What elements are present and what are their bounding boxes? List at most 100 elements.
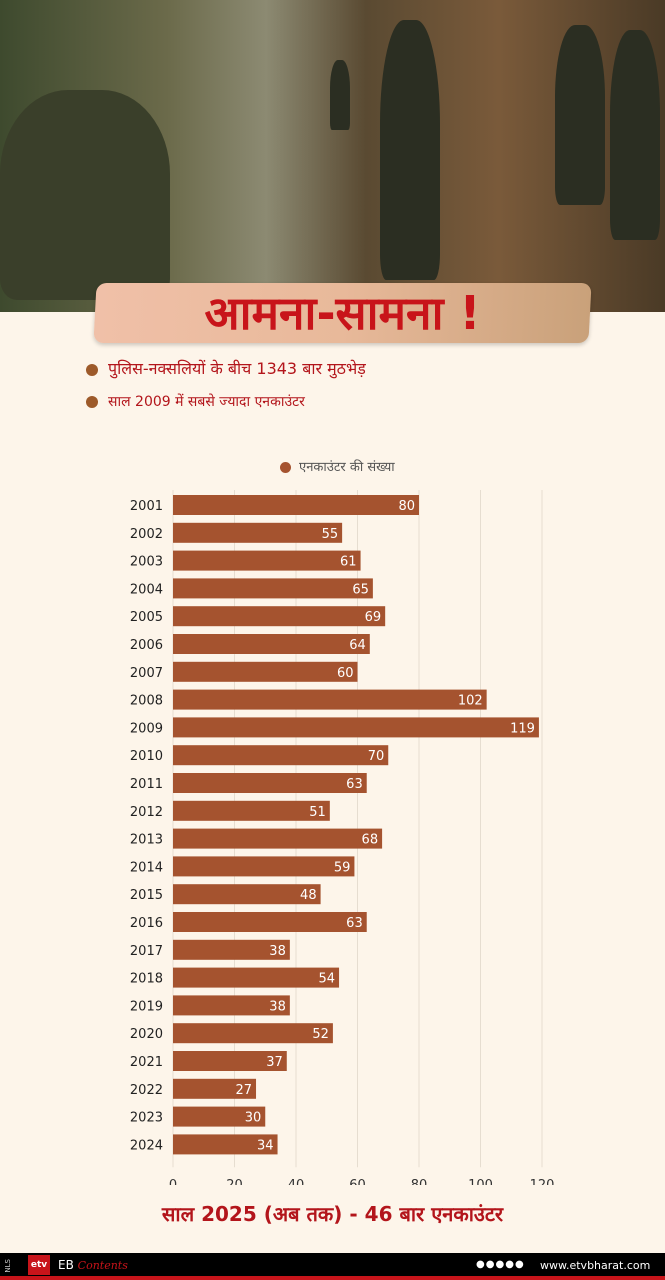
- bar: [173, 717, 539, 738]
- data-label: 102: [458, 694, 483, 709]
- bar: [173, 495, 419, 515]
- y-tick-label: 2017: [130, 944, 163, 959]
- data-label: 54: [319, 972, 336, 987]
- y-tick-label: 2018: [130, 972, 163, 987]
- bar: [173, 578, 373, 599]
- bar: [173, 967, 340, 988]
- data-label: 38: [269, 944, 286, 959]
- whatsapp-icon[interactable]: ●: [514, 1259, 525, 1270]
- y-tick-label: 2002: [130, 527, 163, 542]
- x-tick-label: 60: [349, 1178, 366, 1185]
- chart-legend: एनकाउंटर की संख्या: [280, 457, 395, 475]
- bar: [173, 550, 361, 571]
- data-label: 63: [346, 916, 363, 931]
- y-tick-label: 2009: [130, 721, 163, 736]
- header-photo: [0, 0, 665, 312]
- y-tick-label: 2011: [130, 777, 163, 792]
- bar: [173, 1051, 287, 1071]
- bar: [173, 634, 370, 654]
- y-tick-label: 2003: [130, 555, 163, 570]
- soldier-figure: [555, 25, 605, 205]
- data-label: 52: [312, 1027, 329, 1042]
- data-label: 55: [322, 527, 339, 542]
- data-label: 70: [368, 749, 385, 764]
- soldier-figure: [330, 60, 350, 130]
- x-tick-label: 100: [468, 1178, 493, 1185]
- data-label: 38: [269, 999, 286, 1014]
- footnote: साल 2025 (अब तक) - 46 बार एनकाउंटर: [161, 1202, 504, 1226]
- data-label: 51: [309, 805, 326, 820]
- bar: [173, 745, 389, 766]
- bar: [173, 689, 487, 710]
- legend-label: एनकाउंटर की संख्या: [299, 460, 395, 475]
- data-label: 34: [257, 1138, 274, 1153]
- bar: [173, 856, 355, 877]
- bullet-text: पुलिस-नक्सलियों के बीच 1343 बार मुठभेड़: [108, 359, 366, 378]
- instagram-icon[interactable]: ●: [495, 1259, 506, 1270]
- etv-logo[interactable]: etv: [28, 1255, 50, 1275]
- data-label: 60: [337, 666, 354, 681]
- bar: [173, 912, 367, 932]
- bullet-dot-icon: [86, 396, 98, 408]
- x-tick-label: 80: [411, 1178, 428, 1185]
- bullet-dot-icon: [86, 363, 98, 376]
- data-label: 64: [349, 638, 366, 653]
- y-tick-label: 2013: [130, 833, 163, 848]
- social-icons[interactable]: ●●●●●: [476, 1259, 525, 1270]
- x-icon[interactable]: ●: [485, 1259, 496, 1270]
- data-label: 69: [365, 610, 382, 625]
- y-tick-label: 2024: [130, 1138, 163, 1153]
- y-tick-label: 2012: [130, 805, 163, 820]
- legend-dot-icon: [280, 462, 291, 473]
- data-label: 30: [245, 1111, 262, 1126]
- soldier-figure: [380, 20, 440, 280]
- data-label: 27: [235, 1083, 252, 1098]
- x-tick-label: 120: [530, 1178, 555, 1185]
- data-label: 65: [352, 582, 369, 597]
- y-tick-label: 2016: [130, 916, 163, 931]
- y-tick-label: 2015: [130, 888, 163, 903]
- y-tick-label: 2006: [130, 638, 163, 653]
- bar-chart: 0 20 40 60 80 100 120 2001 80 2002 55 2003 61 2004 65 2…: [130, 490, 555, 1185]
- y-tick-label: 2021: [130, 1055, 163, 1070]
- y-tick-label: 2008: [130, 694, 163, 709]
- soldier-figure: [610, 30, 660, 240]
- x-tick-label: 40: [288, 1178, 305, 1185]
- data-label: 63: [346, 777, 363, 792]
- bar: [173, 661, 358, 682]
- brand-label: EB Contents: [58, 1258, 128, 1272]
- footer-bar: NLS etv EB Contents ●●●●● www.etvbharat.…: [0, 1253, 665, 1280]
- bar: [173, 1023, 333, 1044]
- facebook-icon[interactable]: ●: [476, 1259, 486, 1270]
- bar: [173, 800, 330, 821]
- y-tick-label: 2010: [130, 749, 163, 764]
- bar: [173, 995, 290, 1016]
- bar: [173, 939, 290, 960]
- bar: [173, 1106, 266, 1127]
- bullet-text: साल 2009 में सबसे ज्यादा एनकाउंटर: [108, 394, 305, 410]
- youtube-icon[interactable]: ●: [505, 1259, 515, 1270]
- data-label: 59: [334, 860, 351, 875]
- bar: [173, 522, 343, 543]
- data-label: 119: [510, 721, 535, 736]
- website-link[interactable]: www.etvbharat.com: [540, 1259, 651, 1272]
- page-title: आमना-सामना !: [204, 286, 481, 340]
- brand-text: EB: [58, 1258, 74, 1272]
- y-tick-label: 2019: [130, 999, 163, 1014]
- bar: [173, 606, 386, 627]
- data-label: 61: [340, 555, 357, 570]
- bullet-item: साल 2009 में सबसे ज्यादा एनकाउंटर: [86, 392, 305, 411]
- bar: [173, 884, 321, 905]
- x-tick-label: 0: [169, 1178, 177, 1185]
- bar: [173, 773, 367, 793]
- data-label: 48: [300, 888, 317, 903]
- y-tick-label: 2014: [130, 860, 163, 875]
- data-label: 68: [362, 833, 379, 848]
- data-label: 37: [266, 1055, 283, 1070]
- y-tick-label: 2007: [130, 666, 163, 681]
- y-tick-label: 2001: [130, 499, 163, 514]
- brand-script: Contents: [77, 1259, 128, 1272]
- nls-label: NLS: [4, 1259, 12, 1273]
- y-tick-label: 2023: [130, 1111, 163, 1126]
- bar: [173, 1134, 278, 1155]
